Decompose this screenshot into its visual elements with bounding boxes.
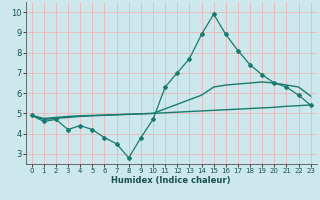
X-axis label: Humidex (Indice chaleur): Humidex (Indice chaleur) xyxy=(111,176,231,185)
